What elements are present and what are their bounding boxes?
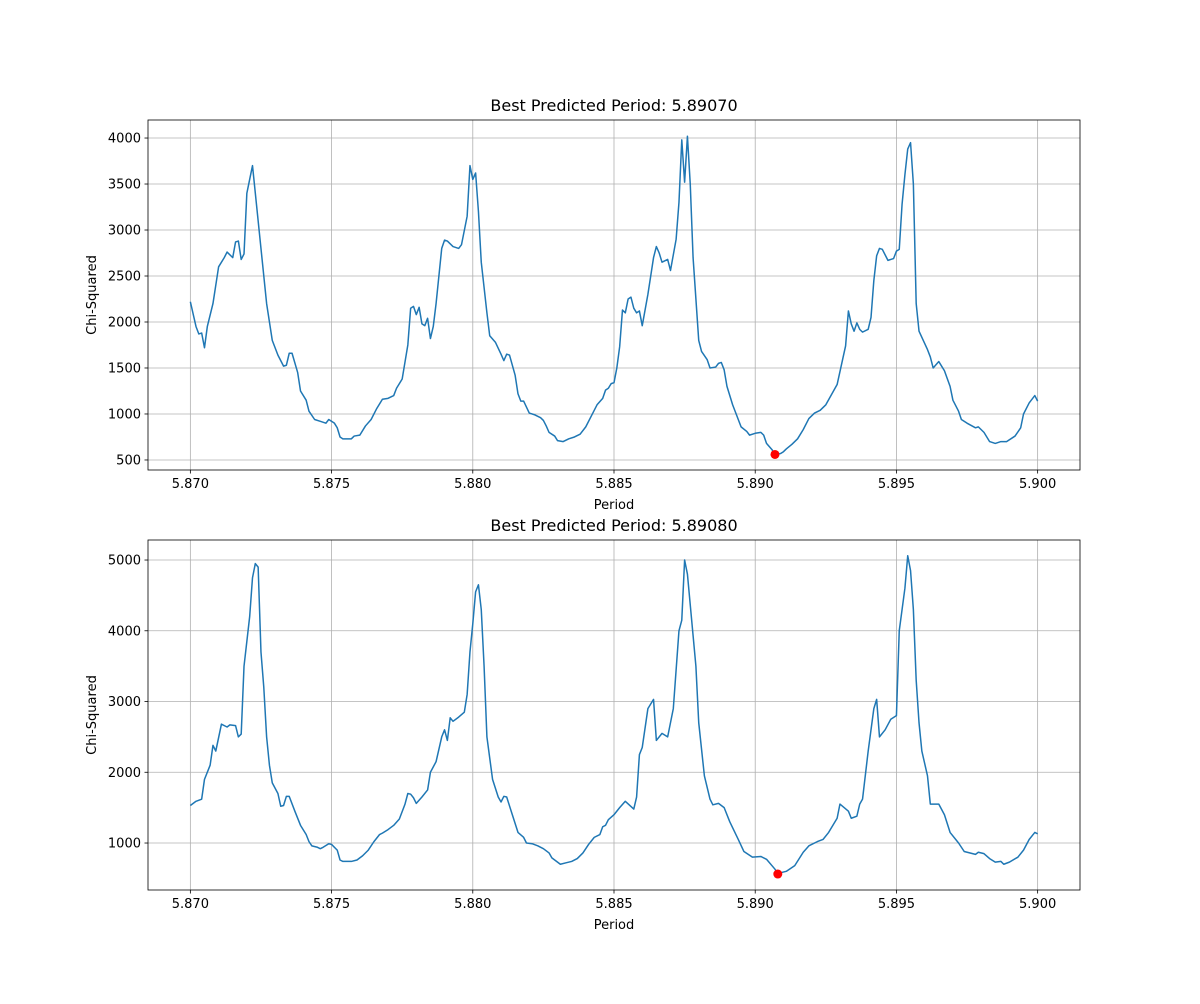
x-tick-label: 5.900 — [1019, 897, 1056, 912]
y-tick-label: 3500 — [108, 178, 141, 193]
y-tick-label: 5000 — [108, 554, 141, 569]
x-tick-label: 5.890 — [737, 897, 774, 912]
data-line — [189, 135, 1039, 456]
best-point — [770, 449, 780, 459]
axes-frame — [147, 119, 1081, 471]
y-tick-label: 1000 — [108, 837, 141, 852]
y-tick-label: 500 — [116, 453, 141, 468]
y-tick-label: 1000 — [108, 407, 141, 422]
axes-frame — [147, 539, 1081, 891]
x-tick-label: 5.895 — [878, 897, 915, 912]
x-tick-label: 5.875 — [313, 897, 350, 912]
y-tick-label: 4000 — [108, 132, 141, 147]
y-tick-label: 3000 — [108, 224, 141, 239]
chart-title: Best Predicted Period: 5.89070 — [490, 96, 737, 115]
x-tick-label: 5.885 — [595, 477, 632, 492]
chart-title: Best Predicted Period: 5.89080 — [490, 516, 737, 535]
y-tick-label: 3000 — [108, 695, 141, 710]
data-line — [189, 555, 1038, 875]
x-axis-label: Period — [594, 918, 635, 933]
x-tick-label: 5.875 — [313, 477, 350, 492]
y-tick-label: 2000 — [108, 766, 141, 781]
best-point — [773, 869, 783, 879]
y-axis-label: Chi-Squared — [85, 675, 100, 755]
x-axis-label: Period — [594, 498, 635, 513]
y-tick-label: 1500 — [108, 361, 141, 376]
x-tick-label: 5.870 — [172, 897, 209, 912]
y-axis-label: Chi-Squared — [85, 255, 100, 335]
x-tick-label: 5.890 — [737, 477, 774, 492]
y-tick-label: 2500 — [108, 270, 141, 285]
x-tick-label: 5.870 — [172, 477, 209, 492]
y-tick-label: 4000 — [108, 624, 141, 639]
x-tick-label: 5.880 — [454, 897, 491, 912]
x-tick-label: 5.880 — [454, 477, 491, 492]
x-tick-label: 5.885 — [595, 897, 632, 912]
x-tick-label: 5.900 — [1019, 477, 1056, 492]
y-tick-label: 2000 — [108, 315, 141, 330]
x-tick-label: 5.895 — [878, 477, 915, 492]
